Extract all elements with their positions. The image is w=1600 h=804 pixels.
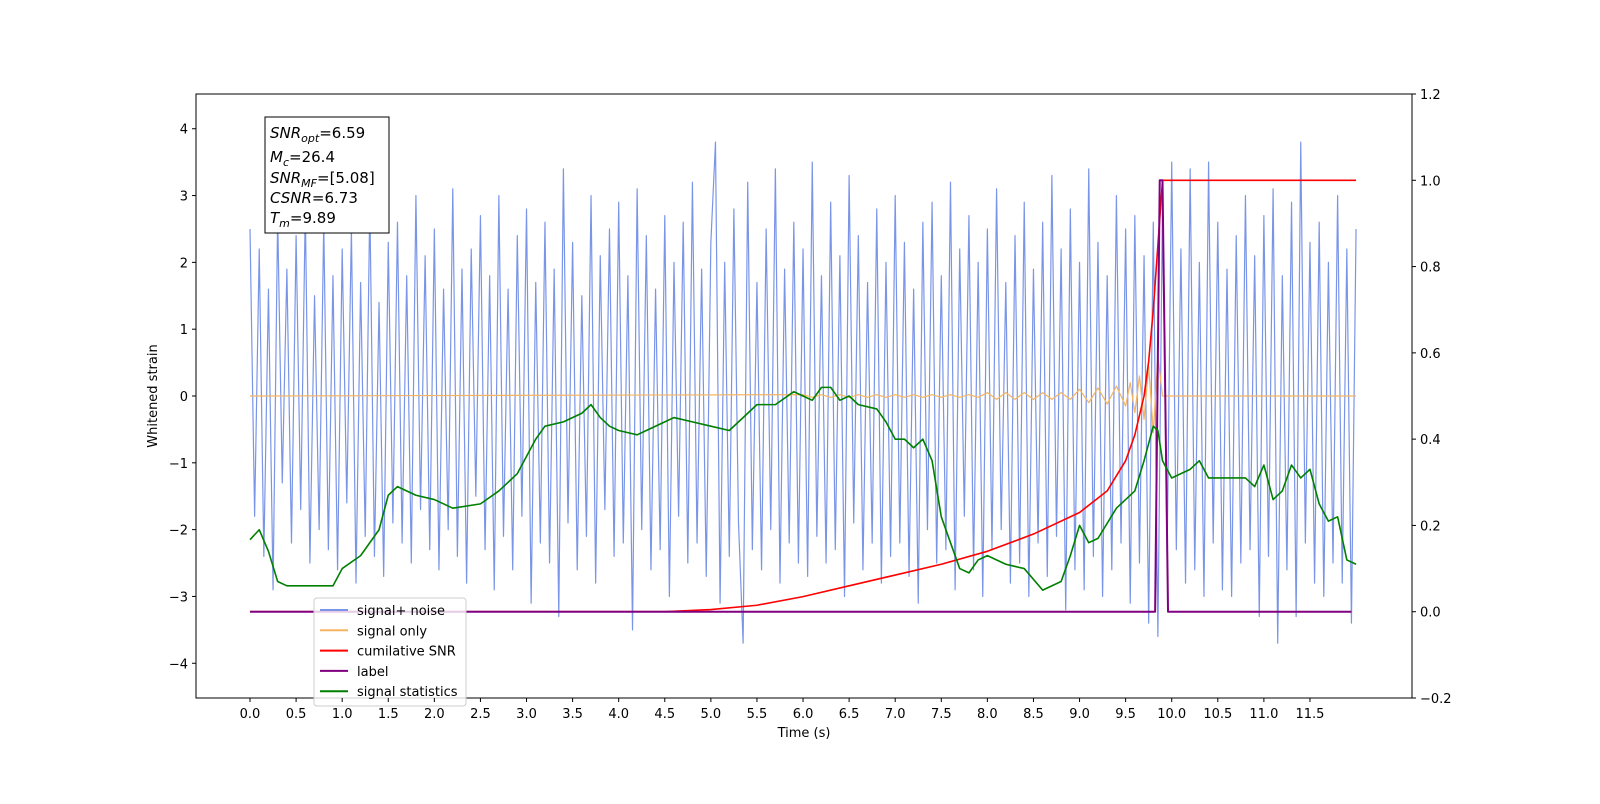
x-tick-label: 1.0 bbox=[332, 707, 353, 722]
x-tick-label: 3.5 bbox=[562, 707, 583, 722]
x-tick-label: 0.5 bbox=[286, 707, 307, 722]
annotation-symbol: T bbox=[270, 209, 281, 227]
y-tick-label: −2 bbox=[169, 524, 188, 539]
legend: signal+ noise signal only cumilative SNR la… bbox=[313, 597, 467, 707]
annotation-text: =[5.08] bbox=[317, 169, 375, 187]
y-tick-label: 2 bbox=[180, 256, 188, 271]
series-line bbox=[250, 179, 1357, 613]
legend-label: signal statistics bbox=[357, 685, 458, 700]
x-tick-label: 0.0 bbox=[240, 707, 261, 722]
x-tick-label: 5.0 bbox=[701, 707, 722, 722]
series-line bbox=[250, 179, 1352, 613]
y2-tick-label: 0.2 bbox=[1420, 519, 1441, 534]
x-tick-label: 7.5 bbox=[931, 707, 952, 722]
y2-tick-label: 1.2 bbox=[1420, 88, 1441, 103]
legend-label: signal only bbox=[357, 624, 427, 639]
annotation-line: Mc=26.4 bbox=[270, 148, 335, 169]
y-tick-label: −1 bbox=[169, 457, 188, 472]
annotation-symbol: M bbox=[270, 148, 283, 166]
y2-tick-label: −0.2 bbox=[1420, 692, 1452, 707]
annotation-symbol: SNR bbox=[270, 124, 301, 142]
annotation-symbol: CSNR bbox=[270, 189, 312, 207]
x-tick-label: 10.0 bbox=[1157, 707, 1186, 722]
y-tick-label: 1 bbox=[180, 323, 188, 338]
annotation-text: =6.59 bbox=[319, 124, 365, 142]
annotation-subscript: c bbox=[283, 156, 289, 169]
annotation-line: CSNR=6.73 bbox=[270, 189, 358, 207]
annotation-text: =6.73 bbox=[312, 189, 358, 207]
x-tick-label: 8.0 bbox=[977, 707, 998, 722]
x-tick-label: 11.0 bbox=[1249, 707, 1278, 722]
legend-label: signal+ noise bbox=[357, 604, 445, 619]
x-tick-label: 11.5 bbox=[1295, 707, 1324, 722]
y2-tick-label: 0.0 bbox=[1420, 606, 1441, 621]
legend-label: cumilative SNR bbox=[357, 645, 456, 660]
x-tick-label: 6.0 bbox=[793, 707, 814, 722]
x-tick-label: 5.5 bbox=[747, 707, 768, 722]
x-tick-label: 4.0 bbox=[608, 707, 629, 722]
y-tick-label: −4 bbox=[169, 657, 188, 672]
y-tick-label: 0 bbox=[180, 390, 188, 405]
x-tick-label: 2.5 bbox=[470, 707, 491, 722]
y-tick-label: 3 bbox=[180, 190, 188, 205]
x-tick-label: 9.0 bbox=[1069, 707, 1090, 722]
y-tick-label: 4 bbox=[180, 123, 188, 138]
annotation-line: SNRMF=[5.08] bbox=[270, 169, 375, 190]
y2-tick-label: 1.0 bbox=[1420, 174, 1441, 189]
annotation-subscript: opt bbox=[301, 132, 320, 145]
series-line bbox=[250, 355, 1357, 434]
x-tick-label: 8.5 bbox=[1023, 707, 1044, 722]
plot-area bbox=[249, 141, 1357, 644]
x-tick-label: 7.0 bbox=[885, 707, 906, 722]
x-tick-label: 2.0 bbox=[424, 707, 445, 722]
annotation-subscript: m bbox=[279, 217, 290, 230]
x-tick-label: 1.5 bbox=[378, 707, 399, 722]
series-line bbox=[249, 141, 1357, 644]
annotation-text: =26.4 bbox=[289, 148, 335, 166]
annotation-subscript: MF bbox=[301, 177, 317, 190]
annotation: SNRopt=6.59Mc=26.4SNRMF=[5.08]CSNR=6.73T… bbox=[264, 116, 390, 234]
annotation-box bbox=[264, 116, 390, 234]
annotation-symbol: SNR bbox=[270, 169, 301, 187]
x-tick-label: 10.5 bbox=[1203, 707, 1232, 722]
annotation-text: =9.89 bbox=[290, 209, 336, 227]
y2-tick-label: 0.4 bbox=[1420, 433, 1441, 448]
series-line bbox=[249, 386, 1357, 591]
x-axis-label: Time (s) bbox=[777, 726, 831, 741]
legend-label: label bbox=[357, 665, 388, 680]
x-tick-label: 6.5 bbox=[839, 707, 860, 722]
x-tick-label: 4.5 bbox=[654, 707, 675, 722]
x-tick-label: 9.5 bbox=[1115, 707, 1136, 722]
y-tick-label: −3 bbox=[169, 590, 188, 605]
y-axis-label: Whitened strain bbox=[146, 344, 161, 447]
y2-tick-label: 0.8 bbox=[1420, 261, 1441, 276]
annotation-line: SNRopt=6.59 bbox=[270, 124, 365, 145]
legend-box bbox=[313, 597, 467, 707]
y2-tick-label: 0.6 bbox=[1420, 347, 1441, 362]
x-tick-label: 3.0 bbox=[516, 707, 537, 722]
annotation-line: Tm=9.89 bbox=[270, 209, 336, 230]
